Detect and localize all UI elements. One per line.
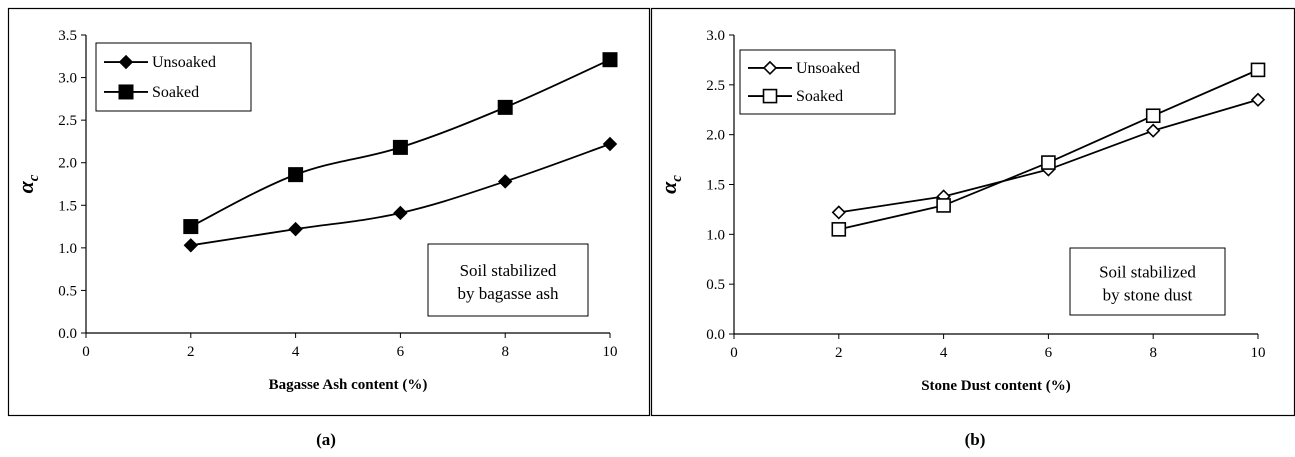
soaked-point <box>392 139 408 155</box>
soaked-point <box>936 198 951 213</box>
y-tick-label: 2.5 <box>58 113 77 129</box>
y-tick-label: 3.0 <box>706 28 725 44</box>
x-tick-label: 10 <box>603 344 618 360</box>
y-tick-label: 1.5 <box>58 198 77 214</box>
annotation-text: by bagasse ash <box>457 284 559 303</box>
caption-b: (b) <box>964 430 986 449</box>
soaked-point <box>602 52 618 68</box>
y-tick-label: 3.5 <box>58 28 77 44</box>
x-tick-label: 2 <box>835 345 843 361</box>
soaked-point <box>288 167 304 183</box>
y-tick-label: 0.0 <box>58 326 77 342</box>
soaked-point <box>1250 62 1266 78</box>
legend-marker <box>118 84 134 100</box>
unsoaked-point <box>831 205 846 220</box>
soaked-point <box>831 222 847 237</box>
legend-label: Soaked <box>796 88 843 105</box>
x-tick-label: 4 <box>940 345 948 361</box>
legend-box <box>95 42 252 112</box>
x-tick-label: 4 <box>292 344 300 360</box>
annotation-text: by stone dust <box>1103 286 1193 305</box>
legend-marker <box>118 54 134 70</box>
y-tick-label: 1.0 <box>58 241 77 257</box>
y-tick-label: 2.0 <box>58 156 77 172</box>
unsoaked-point <box>497 174 513 189</box>
caption-a: (a) <box>316 430 336 449</box>
annotation-text: Soil stabilized <box>1099 263 1196 282</box>
y-tick-label: 0.0 <box>706 327 725 343</box>
x-axis-label: Stone Dust content (%) <box>921 378 1071 394</box>
annotation-box <box>1069 247 1226 316</box>
y-axis-label: αc <box>656 175 685 194</box>
legend-label: Unsoaked <box>796 60 860 77</box>
x-tick-label: 0 <box>82 344 90 360</box>
y-tick-label: 2.0 <box>706 128 725 144</box>
x-tick-label: 10 <box>1251 345 1266 361</box>
y-tick-label: 0.5 <box>706 277 725 293</box>
x-tick-label: 8 <box>501 344 509 360</box>
unsoaked-point <box>1250 92 1266 107</box>
soaked-point <box>1145 108 1161 124</box>
x-axis-label: Bagasse Ash content (%) <box>269 377 428 393</box>
annotation-box <box>427 243 589 317</box>
x-tick-label: 2 <box>187 344 195 360</box>
chart-frame <box>7 7 651 417</box>
unsoaked-point <box>602 136 618 152</box>
legend-label: Unsoaked <box>152 54 216 71</box>
y-tick-label: 2.5 <box>706 78 725 94</box>
legend-marker <box>762 88 778 104</box>
y-tick-label: 1.0 <box>706 227 725 243</box>
unsoaked-point <box>288 221 303 237</box>
y-axis-label: αc <box>13 174 42 193</box>
soaked-point <box>183 219 199 235</box>
unsoaked-point <box>393 205 408 221</box>
soaked-point <box>497 99 513 115</box>
y-tick-label: 0.5 <box>58 283 77 299</box>
x-tick-label: 8 <box>1149 345 1157 361</box>
x-tick-label: 6 <box>1045 345 1053 361</box>
x-tick-label: 6 <box>397 344 405 360</box>
unsoaked-point <box>183 238 199 253</box>
unsoaked-point <box>1146 123 1161 138</box>
chart-b: 0.0 0.5 1.0 1.5 2.0 2.5 3.0 0 2 4 6 8 10 Stone Dust c… <box>650 7 1295 417</box>
series-unsoaked-line <box>190 143 611 247</box>
annotation-text: Soil stabilized <box>460 261 557 280</box>
legend-marker <box>762 60 778 76</box>
y-tick-label: 3.0 <box>58 71 77 87</box>
legend-label: Soaked <box>152 84 199 101</box>
chart-a: 0.0 0.5 1.0 1.5 2.0 2.5 3.0 3.5 0 2 4 6 8 10 Bagasse A… <box>7 7 651 417</box>
soaked-point <box>1041 155 1056 170</box>
series-soaked-line <box>838 69 1259 231</box>
y-tick-label: 1.5 <box>706 178 725 194</box>
x-tick-label: 0 <box>730 345 738 361</box>
